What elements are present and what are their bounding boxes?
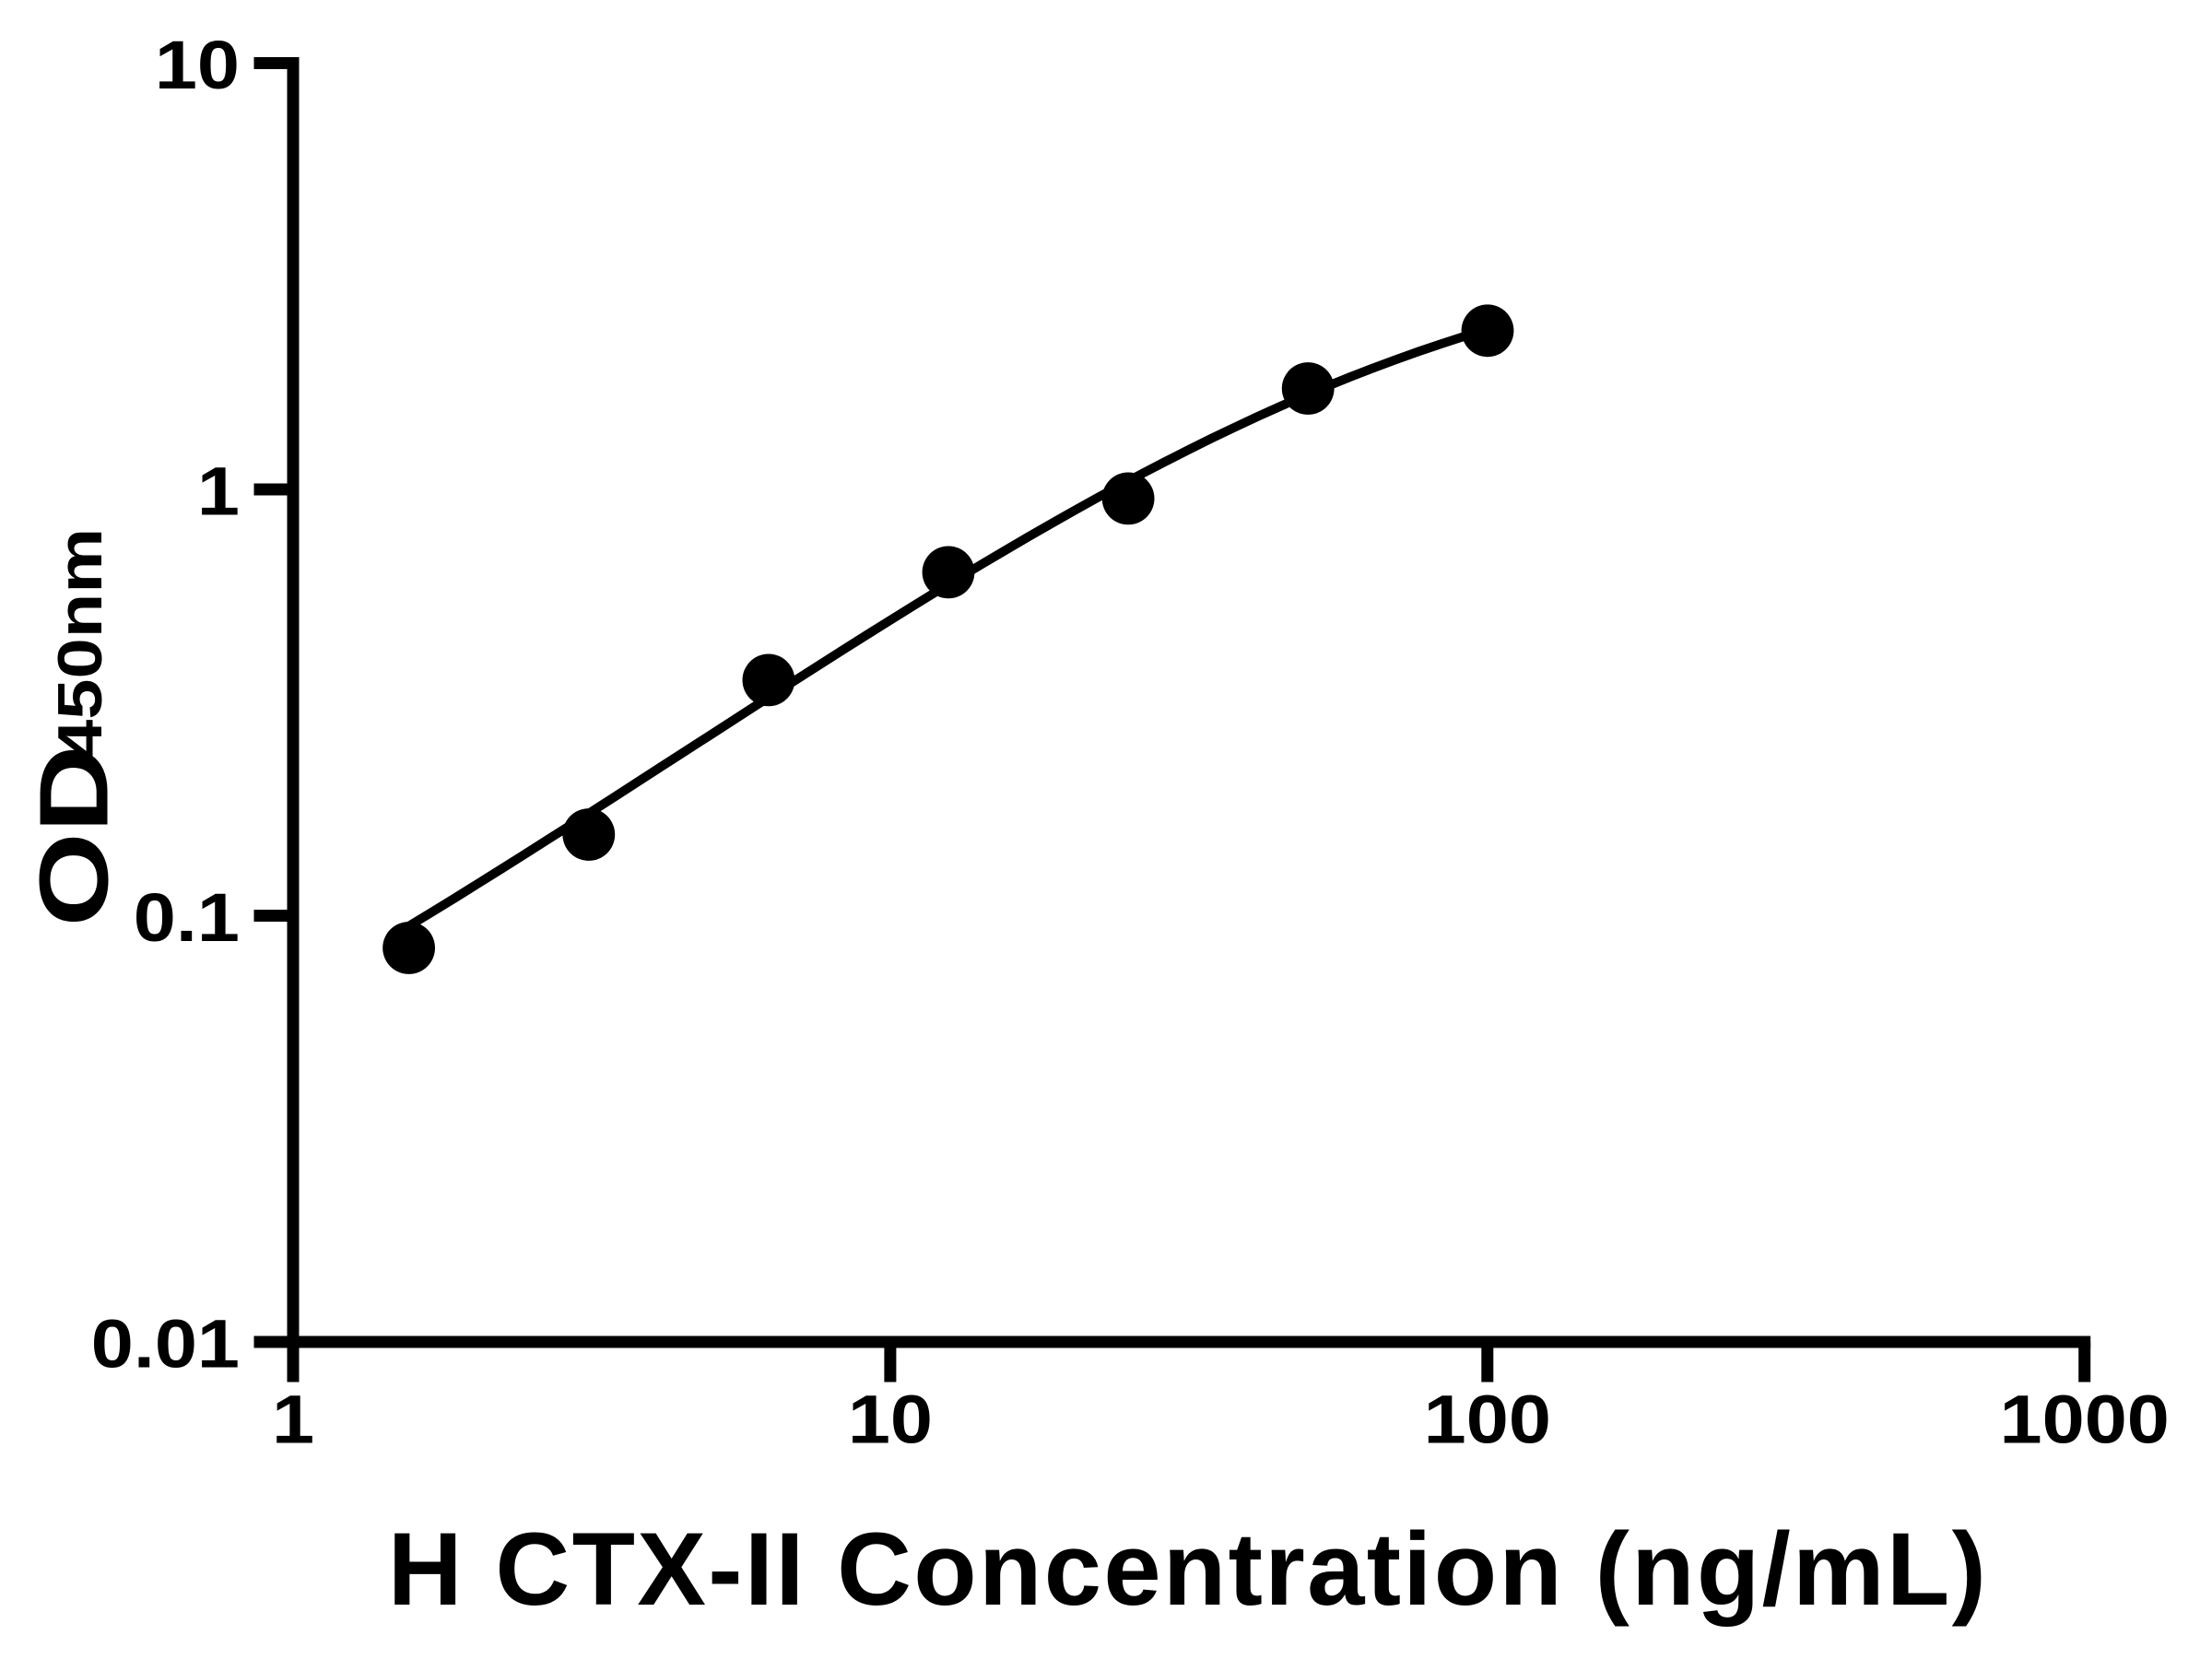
svg-text:1: 1 bbox=[272, 1382, 314, 1458]
svg-text:0.01: 0.01 bbox=[91, 1306, 240, 1382]
svg-text:1: 1 bbox=[197, 453, 240, 530]
svg-text:10: 10 bbox=[155, 27, 240, 103]
svg-text:0.1: 0.1 bbox=[134, 879, 240, 956]
svg-text:H CTX-II Concentration (ng/mL): H CTX-II Concentration (ng/mL) bbox=[388, 1512, 1988, 1627]
svg-text:100: 100 bbox=[1424, 1382, 1551, 1458]
svg-text:OD: OD bbox=[20, 745, 129, 926]
svg-text:450nm: 450nm bbox=[44, 528, 114, 760]
svg-text:1000: 1000 bbox=[2000, 1382, 2170, 1458]
svg-text:10: 10 bbox=[848, 1382, 933, 1458]
